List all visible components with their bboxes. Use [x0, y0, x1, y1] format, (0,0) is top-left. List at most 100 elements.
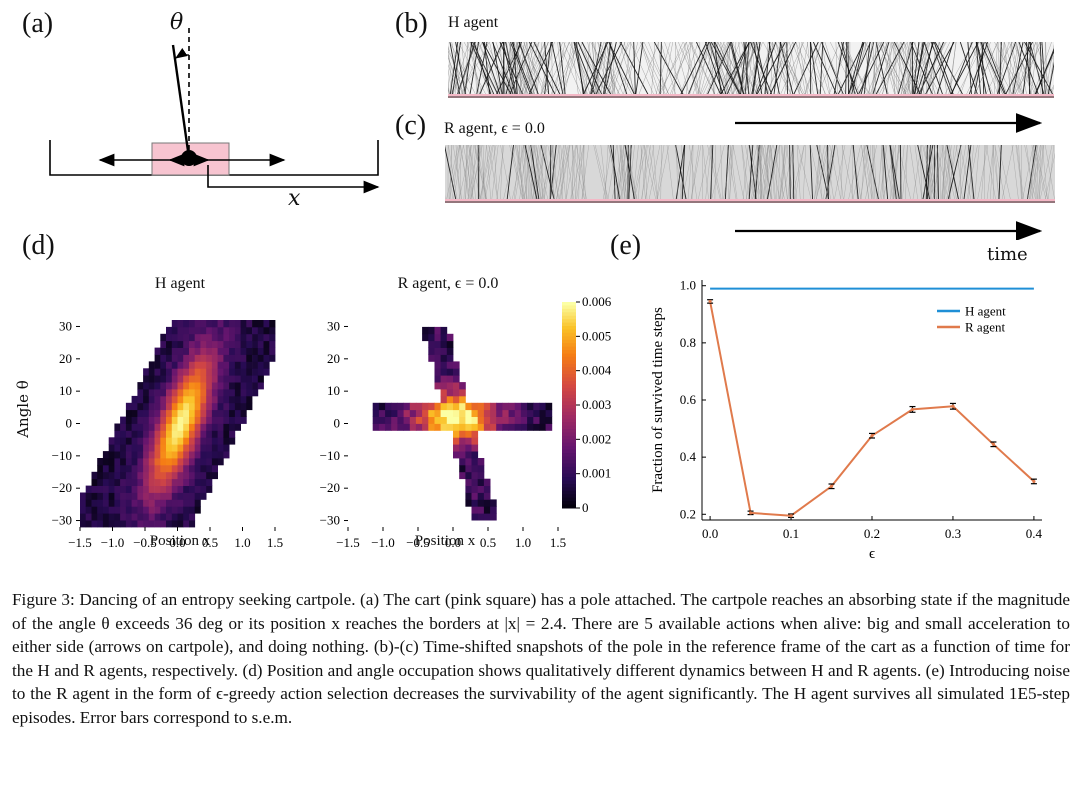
legend-label: R agent: [965, 320, 1005, 335]
cart-trace: [445, 199, 1055, 203]
x-tick-label: −1.5: [68, 535, 92, 550]
h-snapshot-title: H agent: [448, 14, 499, 31]
heatmap-cells: [372, 326, 553, 521]
colorbar-tick-label: 0.001: [582, 466, 611, 481]
panel-d-label: (d): [22, 230, 55, 261]
data-point: [1032, 479, 1036, 484]
angle-arc: [175, 48, 190, 59]
colorbar-tick-label: 0.004: [582, 363, 612, 378]
heatmap-r-title: R agent, ϵ = 0.0: [397, 275, 499, 292]
error-bar: [1030, 478, 1037, 485]
colorbar-gradient: [562, 302, 576, 509]
h-snapshot-strip: [431, 41, 1076, 100]
y-tick-label: 0.8: [680, 335, 696, 350]
x-tick-label: 0.2: [864, 526, 880, 541]
x-tick-label: 0.0: [169, 535, 185, 550]
y-tick-label: 0.4: [680, 449, 697, 464]
legend-label: H agent: [965, 304, 1006, 319]
x-tick-label: 0.0: [702, 526, 718, 541]
x-label: x: [288, 186, 301, 211]
y-tick-label: 0: [66, 416, 73, 431]
y-tick-label: 0: [334, 416, 341, 431]
error-bar: [707, 299, 714, 304]
time-arrows: [735, 113, 1043, 240]
r-snapshot-title: R agent, ϵ = 0.0: [444, 120, 545, 137]
colorbar-tick-label: 0.006: [582, 294, 612, 309]
data-point: [951, 404, 955, 408]
theta-label: θ: [170, 10, 184, 35]
heatmap-ylabel: Angle θ: [13, 380, 32, 438]
y-tick-label: 0.6: [680, 392, 697, 407]
cartpole-diagram: [49, 28, 380, 194]
y-tick-label: 20: [59, 351, 72, 366]
x-tick-label: 0.1: [783, 526, 799, 541]
error-bar: [909, 405, 916, 413]
pole: [171, 44, 191, 159]
x-tick-label: 1.5: [550, 535, 566, 550]
y-tick-label: −20: [52, 480, 72, 495]
heatmap-h-xlabel: Position x: [149, 533, 211, 549]
data-point: [829, 484, 834, 488]
data-point: [870, 434, 874, 438]
x-tick-label: 0.5: [202, 535, 218, 550]
panel-e-label: (e): [610, 230, 642, 261]
data-point: [708, 299, 712, 304]
error-bar: [869, 432, 875, 439]
y-tick-label: 0.2: [680, 506, 696, 521]
y-tick-label: 10: [327, 383, 340, 398]
pivot: [181, 150, 197, 166]
y-tick-label: 10: [59, 383, 72, 398]
data-point: [748, 511, 753, 515]
y-tick-label: 1.0: [680, 278, 696, 293]
data-point: [910, 407, 915, 412]
panel-c-label: (c): [395, 110, 427, 141]
r-snapshot-strip: [440, 144, 1058, 205]
panel-b-label: (b): [395, 8, 428, 39]
colorbar: 0.006 0.005 0.004 0.003 0.002 0.001 0: [562, 294, 612, 515]
y-tick-label: −10: [320, 448, 340, 463]
y-tick-label: −30: [320, 513, 340, 528]
x-tick-label: 0.4: [1026, 526, 1043, 541]
heatmap-cells: [80, 320, 276, 528]
x-tick-label: 0.3: [945, 526, 961, 541]
y-tick-label: −20: [320, 480, 340, 495]
x-tick-label: 0.5: [480, 535, 496, 550]
error-bar: [828, 483, 835, 490]
error-bar: [747, 510, 754, 516]
pole-snapshots: [431, 41, 1076, 96]
error-bar: [788, 513, 795, 519]
heatmap-axes: −1.5 −1.0 −0.5 0.0 0.5 1.0 1.5 30 20 10 0 −10 −20 −30: [320, 318, 566, 550]
x-tick-label: −1.0: [371, 535, 395, 550]
panel-a-label: (a): [22, 8, 54, 39]
cart-trace: [448, 94, 1054, 98]
error-bar: [949, 402, 956, 410]
x-axis-arrow: [207, 165, 380, 194]
colorbar-tick-label: 0.005: [582, 328, 611, 343]
y-tick-label: 30: [327, 318, 340, 333]
heatmap-h-title: H agent: [154, 275, 206, 292]
y-tick-label: 30: [59, 318, 72, 333]
x-tick-label: 1.0: [234, 535, 250, 550]
heatmap-h: −1.5 −1.0 −0.5 0.0 0.5 1.0 1.5 30 20 10 0 −10 −20 −30: [52, 318, 283, 550]
time-label: time: [987, 244, 1028, 265]
heatmap-axes: −1.5 −1.0 −0.5 0.0 0.5 1.0 1.5 30 20 10 0 −10 −20 −30: [52, 318, 283, 550]
y-axis-label: Fraction of survived time steps: [650, 307, 666, 493]
x-tick-label: 1.0: [515, 535, 531, 550]
colorbar-tick-label: 0: [582, 500, 589, 515]
data-point: [991, 442, 996, 446]
colorbar-tick-label: 0.002: [582, 431, 611, 446]
y-tick-label: 20: [327, 351, 340, 366]
colorbar-tick-label: 0.003: [582, 397, 611, 412]
x-tick-label: 0.0: [445, 535, 461, 550]
heatmap-r-xlabel: Position x: [414, 533, 476, 549]
figure-caption: Figure 3: Dancing of an entropy seeking …: [12, 590, 1070, 727]
y-tick-label: −30: [52, 513, 72, 528]
heatmap-r: −1.5 −1.0 −0.5 0.0 0.5 1.0 1.5 30 20 10 0 −10 −20 −30: [320, 318, 566, 550]
x-axis-label: ϵ: [869, 546, 875, 562]
x-tick-label: −1.0: [101, 535, 125, 550]
pole-snapshots: [440, 144, 1058, 201]
y-tick-label: −10: [52, 448, 72, 463]
x-tick-label: −1.5: [336, 535, 360, 550]
x-tick-label: −0.5: [133, 535, 157, 550]
x-tick-label: 1.5: [267, 535, 283, 550]
